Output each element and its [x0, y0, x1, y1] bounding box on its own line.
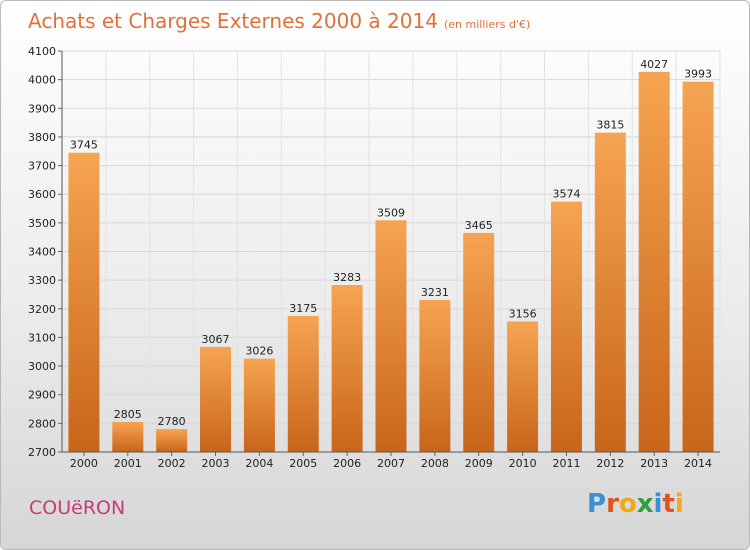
x-tick-label: 2014 [684, 457, 712, 470]
y-tick-label: 3000 [28, 360, 56, 373]
city-name: COUëRON [29, 497, 126, 519]
chart-title: Achats et Charges Externes 2000 à 2014 (e… [28, 9, 530, 33]
x-tick-label: 2007 [377, 457, 405, 470]
value-label: 3231 [421, 286, 449, 299]
y-tick-label: 3300 [28, 274, 56, 287]
logo-letter: x [636, 489, 654, 519]
value-label: 4027 [640, 58, 668, 71]
value-label: 3026 [245, 345, 273, 358]
bar-2002 [156, 429, 188, 452]
bars: 3745 2805 2780 3067 3026 3175 3283 3509 3231 3465… [68, 58, 714, 453]
bar-2003 [200, 346, 232, 452]
x-tick-label: 2008 [421, 457, 449, 470]
y-tick-label: 2700 [28, 446, 56, 459]
y-tick-label: 3800 [28, 131, 56, 144]
x-tick-label: 2011 [552, 457, 580, 470]
y-tick-label: 2900 [28, 389, 56, 402]
chart-title-text: Achats et Charges Externes 2000 à 2014 [28, 9, 438, 33]
logo-letter: t [662, 489, 675, 519]
bar-2014 [682, 81, 714, 452]
proxiti-logo: Proxiti [587, 489, 684, 519]
x-tick-label: 2010 [509, 457, 537, 470]
x-tick-label: 2000 [70, 457, 98, 470]
y-tick-label: 3500 [28, 217, 56, 230]
bar-2001 [112, 421, 144, 452]
y-tick-label: 3400 [28, 246, 56, 259]
y-tick-label: 3900 [28, 102, 56, 115]
x-tick-label: 2005 [289, 457, 317, 470]
bar-2000 [68, 152, 100, 453]
bar-2012 [594, 132, 626, 452]
bar-2009 [463, 232, 495, 452]
logo-letter: i [653, 489, 663, 519]
x-tick-label: 2006 [333, 457, 361, 470]
x-tick-label: 2003 [202, 457, 230, 470]
y-tick-label: 3100 [28, 331, 56, 344]
value-label: 2805 [114, 408, 142, 421]
value-label: 3574 [552, 188, 580, 201]
value-label: 3465 [465, 219, 493, 232]
y-tick-label: 3600 [28, 188, 56, 201]
y-tick-label: 4000 [28, 74, 56, 87]
y-tick-label: 4100 [28, 45, 56, 58]
bar-2010 [507, 321, 539, 452]
bar-2007 [375, 220, 407, 452]
value-label: 3509 [377, 206, 405, 219]
bar-2004 [243, 358, 275, 452]
y-tick-label: 3700 [28, 160, 56, 173]
y-tick-label: 2800 [28, 417, 56, 430]
value-label: 3993 [684, 68, 712, 81]
value-label: 3156 [509, 307, 537, 320]
logo-letter: P [587, 489, 607, 519]
logo-letter: r [606, 489, 619, 519]
x-tick-label: 2002 [158, 457, 186, 470]
value-label: 3067 [202, 333, 230, 346]
bar-2013 [638, 71, 670, 452]
x-tick-label: 2012 [596, 457, 624, 470]
value-label: 3175 [289, 302, 317, 315]
value-label: 2780 [158, 415, 186, 428]
logo-letter: i [674, 489, 684, 519]
x-tick-label: 2009 [465, 457, 493, 470]
value-label: 3815 [596, 119, 624, 132]
x-tick-label: 2001 [114, 457, 142, 470]
x-tick-label: 2013 [640, 457, 668, 470]
bar-2008 [419, 299, 451, 452]
chart-subtitle: (en milliers d'€) [443, 18, 531, 31]
x-tick-label: 2004 [245, 457, 273, 470]
value-label: 3745 [70, 139, 98, 152]
y-tick-label: 3200 [28, 303, 56, 316]
bar-2005 [287, 315, 319, 452]
bar-2011 [550, 201, 582, 452]
logo-letter: o [618, 489, 637, 519]
value-label: 3283 [333, 271, 361, 284]
bar-2006 [331, 285, 363, 452]
axes: 2700 2800 2900 3000 3100 3200 3300 3400 3500 3600… [28, 45, 720, 470]
